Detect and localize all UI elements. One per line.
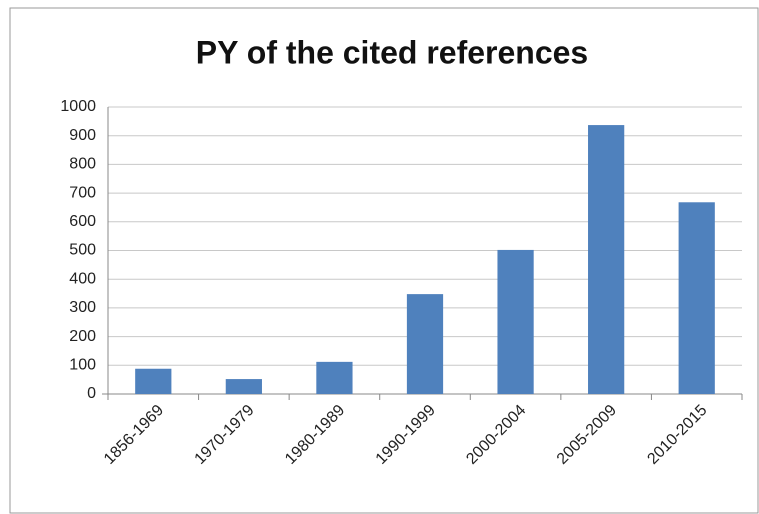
y-tick-label: 500 xyxy=(69,242,96,259)
y-tick-label: 100 xyxy=(69,357,96,374)
bar xyxy=(135,368,172,394)
y-tick-label: 400 xyxy=(69,270,96,287)
y-tick-label: 300 xyxy=(69,299,96,316)
y-tick-label: 1000 xyxy=(60,98,96,115)
chart-title: PY of the cited references xyxy=(196,34,588,70)
y-tick-label: 700 xyxy=(69,184,96,201)
y-tick-label: 800 xyxy=(69,156,96,173)
bar xyxy=(678,202,715,394)
y-tick-label: 600 xyxy=(69,213,96,230)
bar xyxy=(497,249,534,394)
y-tick-label: 200 xyxy=(69,328,96,345)
y-tick-label: 900 xyxy=(69,127,96,144)
chart-frame xyxy=(9,7,759,514)
bar xyxy=(225,379,262,394)
bar xyxy=(316,361,353,394)
bar xyxy=(588,125,625,395)
y-tick-label: 0 xyxy=(87,385,96,402)
bar xyxy=(406,294,444,394)
